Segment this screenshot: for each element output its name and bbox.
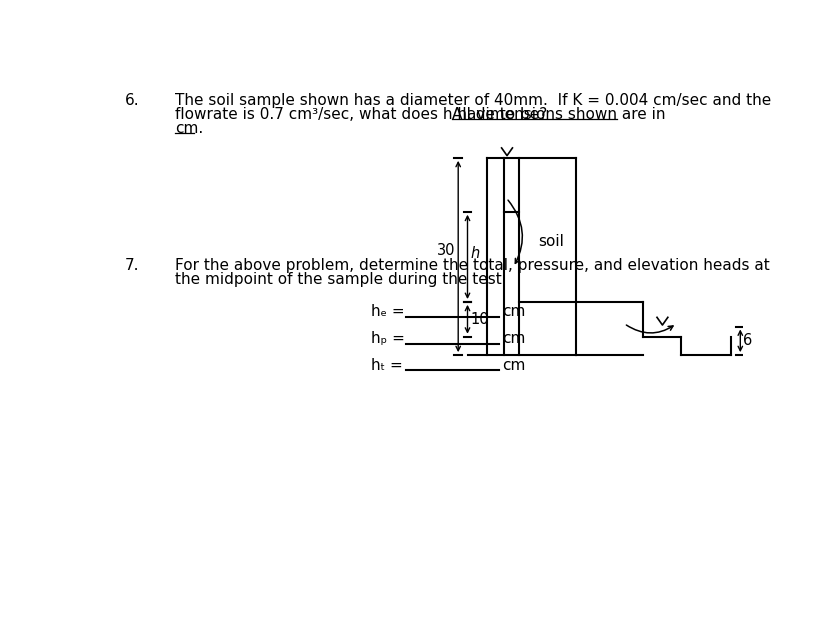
Text: cm: cm [502,358,526,373]
Text: hₚ =: hₚ = [371,331,405,346]
Text: the midpoint of the sample during the test.: the midpoint of the sample during the te… [175,272,507,287]
Text: For the above problem, determine the total, pressure, and elevation heads at: For the above problem, determine the tot… [175,258,770,273]
Text: cm.: cm. [175,121,203,136]
Text: flowrate is 0.7 cm³/sec, what does h have to be?: flowrate is 0.7 cm³/sec, what does h hav… [175,107,558,122]
Text: cm: cm [502,304,526,319]
Text: 7.: 7. [125,258,140,273]
Text: All dimensions shown are in: All dimensions shown are in [452,107,666,122]
FancyArrowPatch shape [626,325,673,333]
Text: hₜ =: hₜ = [371,358,402,373]
Text: 10: 10 [471,312,489,327]
FancyArrowPatch shape [508,200,522,263]
Text: h: h [471,245,480,261]
Text: 30: 30 [437,243,455,258]
Text: soil: soil [539,233,564,249]
Text: The soil sample shown has a diameter of 40mm.  If K = 0.004 cm/sec and the: The soil sample shown has a diameter of … [175,93,771,108]
Text: hₑ =: hₑ = [371,304,404,319]
Text: 6.: 6. [125,93,140,108]
Text: 6: 6 [743,333,752,349]
Text: cm: cm [502,331,526,346]
